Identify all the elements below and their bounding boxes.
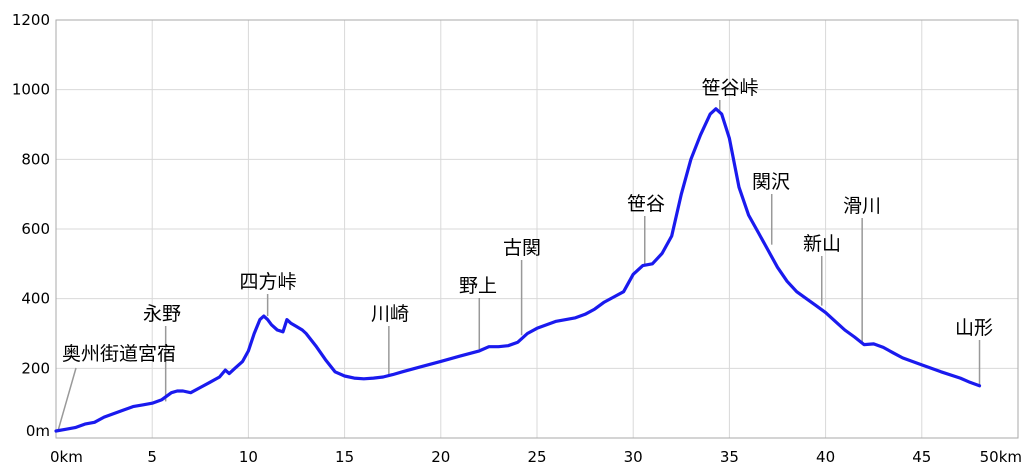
y-tick-label: 200 bbox=[21, 359, 50, 377]
y-tick-label: 1200 bbox=[12, 11, 50, 29]
x-tick-label: 20 bbox=[431, 448, 450, 466]
place-label: 滑川 bbox=[843, 195, 881, 217]
place-label: 川崎 bbox=[371, 303, 409, 325]
place-label: 奥州街道宮宿 bbox=[62, 343, 176, 365]
x-tick-label: 35 bbox=[720, 448, 739, 466]
plot-frame bbox=[55, 19, 1019, 439]
x-tick-label: 30 bbox=[624, 448, 643, 466]
x-tick-label: 40 bbox=[816, 448, 835, 466]
x-tick-label: 45 bbox=[912, 448, 931, 466]
place-label: 笹谷峠 bbox=[701, 77, 758, 99]
y-axis-tick-labels: 0m 200 400 600 800 1000 1200 bbox=[12, 11, 50, 440]
x-tick-label: 15 bbox=[335, 448, 354, 466]
x-tick-label: 25 bbox=[527, 448, 546, 466]
grid-lines bbox=[55, 19, 1019, 439]
y-tick-label: 600 bbox=[21, 220, 50, 238]
place-label: 笹谷 bbox=[627, 193, 665, 215]
x-tick-label: 5 bbox=[147, 448, 157, 466]
x-tick-label: 10 bbox=[239, 448, 258, 466]
elevation-line bbox=[54, 107, 982, 433]
x-tick-label: 50km bbox=[980, 448, 1022, 466]
x-axis-tick-labels: 0km 5 10 15 20 25 30 35 40 45 50km bbox=[50, 448, 1022, 466]
place-label: 関沢 bbox=[752, 171, 790, 193]
place-label: 四方峠 bbox=[239, 271, 296, 293]
place-label: 古関 bbox=[503, 237, 541, 259]
place-label: 野上 bbox=[459, 275, 497, 297]
annotation-leaders bbox=[57, 100, 981, 432]
place-label: 山形 bbox=[955, 317, 993, 339]
annotation-leader bbox=[57, 367, 77, 432]
place-label: 永野 bbox=[143, 303, 181, 325]
y-tick-label: 0m bbox=[26, 422, 50, 440]
y-tick-label: 800 bbox=[21, 150, 50, 168]
place-label: 新山 bbox=[803, 233, 841, 255]
y-tick-label: 1000 bbox=[12, 81, 50, 99]
x-tick-label: 0km bbox=[50, 448, 83, 466]
y-tick-label: 400 bbox=[21, 290, 50, 308]
